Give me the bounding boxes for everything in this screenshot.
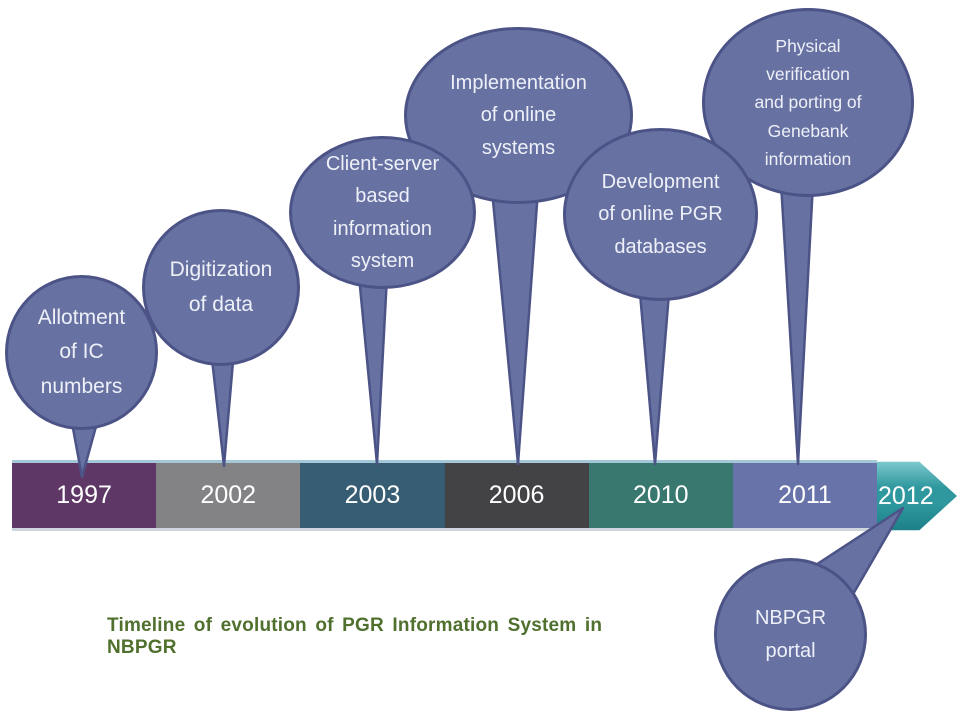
timeline-bar: 1997 2002 2003 2006 2010 2011 (12, 460, 878, 531)
tail-2010 (638, 291, 671, 466)
balloon-text: Client-server based information system (325, 152, 440, 272)
balloon-client-server-information-system: Client-server based information system (289, 136, 476, 289)
tail-2011 (779, 181, 815, 466)
segment-2012-arrow: 2012 (877, 461, 957, 531)
segment-2011: 2011 (732, 463, 878, 528)
year-label-2003: 2003 (344, 481, 401, 509)
balloon-text: Allotment of IC numbers (37, 306, 126, 398)
year-label-1997: 1997 (56, 481, 112, 509)
balloon-development-online-pgr-databases: Development of online PGR databases (563, 128, 758, 301)
balloon-text: Development of online PGR databases (598, 170, 723, 258)
balloon-text: Digitization of data (169, 258, 273, 316)
balloon-text: Implementation of online systems (450, 71, 587, 159)
year-label-2012: 2012 (877, 481, 934, 510)
tail-2006 (490, 188, 540, 466)
balloon-text: Physical verification and porting of Gen… (754, 35, 862, 170)
segment-1997: 1997 (12, 463, 157, 528)
year-label-2011: 2011 (778, 481, 832, 509)
balloon-allotment-ic-numbers: Allotment of IC numbers (5, 275, 158, 430)
segment-2002: 2002 (156, 463, 301, 528)
diagram-caption: Timeline of evolution of PGR Information… (107, 615, 603, 658)
tail-2003 (357, 274, 389, 466)
year-label-2010: 2010 (632, 481, 689, 509)
tail-2002 (209, 348, 236, 468)
segment-2006: 2006 (444, 463, 589, 528)
year-label-2006: 2006 (488, 481, 545, 509)
balloon-digitization-of-data: Digitization of data (142, 209, 300, 366)
segment-2003: 2003 (300, 463, 445, 528)
balloon-text: NBPGR portal (754, 607, 827, 662)
balloon-nbpgr-portal: NBPGR portal (714, 558, 867, 711)
segment-2010: 2010 (588, 463, 733, 528)
year-label-2002: 2002 (200, 481, 257, 509)
